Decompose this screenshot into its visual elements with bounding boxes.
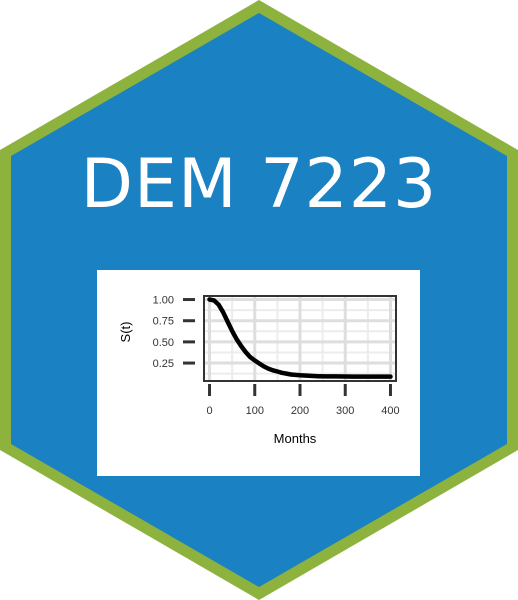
x-tick-label: 200 [291, 405, 309, 417]
y-tick-label: 0.50 [153, 337, 174, 349]
x-tick-label: 0 [206, 405, 212, 417]
survival-curve [207, 297, 393, 379]
badge-title: DEM 7223 [80, 145, 438, 224]
x-tick-label: 100 [246, 405, 264, 417]
x-axis-title: Months [274, 431, 317, 446]
y-tick-label: 1.00 [153, 295, 174, 307]
survival-plot-card: 0 100 200 300 400 0.25 0.50 0.75 1.00 S(t) Month… [97, 270, 420, 476]
plot-panel-border [203, 295, 397, 382]
x-tick-label: 300 [336, 405, 354, 417]
x-tick-label: 400 [381, 405, 399, 417]
y-tick-label: 0.75 [153, 316, 174, 328]
plot-axes: 0 100 200 300 400 0.25 0.50 0.75 1.00 [153, 295, 400, 417]
survival-plot: 0 100 200 300 400 0.25 0.50 0.75 1.00 S(t) Month… [118, 295, 400, 446]
y-axis-title: S(t) [118, 322, 133, 343]
plot-grid [205, 297, 395, 380]
y-tick-label: 0.25 [153, 358, 174, 370]
